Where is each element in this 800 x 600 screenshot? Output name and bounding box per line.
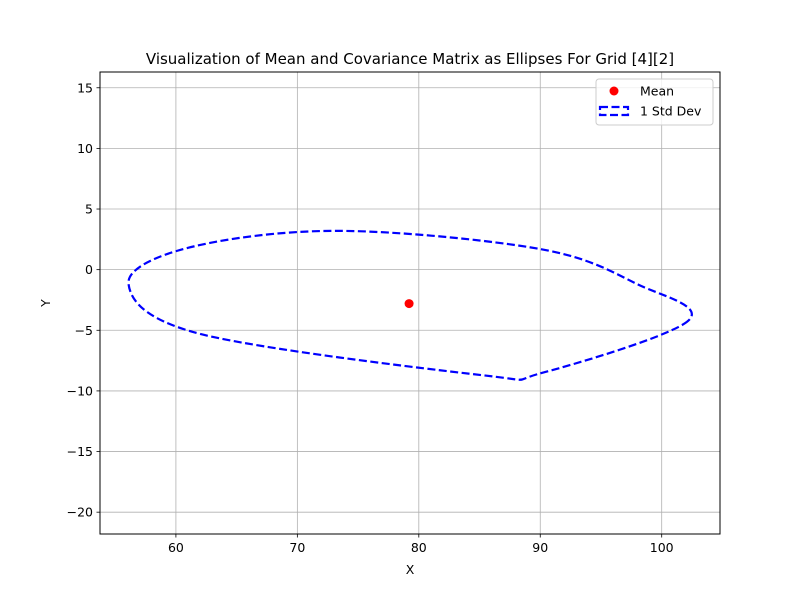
legend-marker-mean xyxy=(609,86,619,96)
legend-box xyxy=(595,78,714,126)
legend-label: Mean xyxy=(640,84,674,99)
x-tick-label: 100 xyxy=(650,540,674,555)
grid xyxy=(100,72,720,534)
x-tick-label: 80 xyxy=(411,540,427,555)
y-tick-label: −20 xyxy=(67,505,93,520)
y-tick-label: −5 xyxy=(75,323,93,338)
y-tick-label: 10 xyxy=(77,141,93,156)
legend-label: 1 Std Dev xyxy=(640,104,702,119)
y-tick-label: 5 xyxy=(85,202,93,217)
legend: Mean 1 Std Dev xyxy=(595,78,714,126)
y-tick-label: −10 xyxy=(67,383,93,398)
x-tick-label: 60 xyxy=(168,540,184,555)
axes-frame xyxy=(99,71,721,535)
y-tick-label: −15 xyxy=(67,444,93,459)
y-axis-label: Y xyxy=(38,299,53,308)
chart-title: Visualization of Mean and Covariance Mat… xyxy=(146,50,674,68)
axis-ticks: 60 70 80 90 100 −20 −15 −10 −5 0 5 10 15 xyxy=(67,80,674,555)
std-dev-ellipse xyxy=(127,229,693,381)
x-tick-label: 70 xyxy=(289,540,305,555)
legend-marker-ellipse xyxy=(598,105,630,117)
plot-area xyxy=(127,229,693,381)
y-tick-label: 15 xyxy=(77,80,93,95)
y-tick-label: 0 xyxy=(85,262,93,277)
mean-point xyxy=(404,299,414,309)
x-axis-label: X xyxy=(406,562,415,577)
x-tick-label: 90 xyxy=(532,540,548,555)
